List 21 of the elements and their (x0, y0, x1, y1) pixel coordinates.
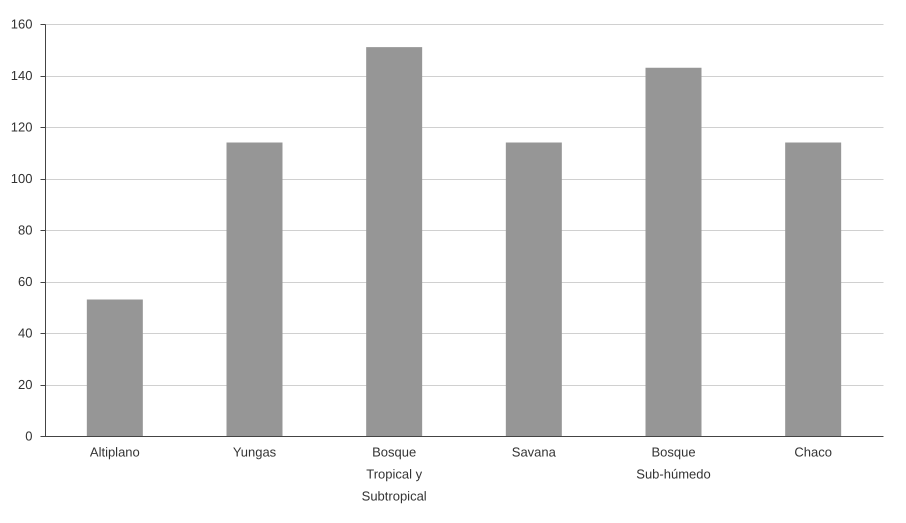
x-tick-label: Altiplano (90, 444, 140, 460)
y-tick-label: 160 (10, 16, 32, 32)
y-tick-label: 40 (18, 326, 32, 340)
x-tick-label: Yungas (232, 444, 277, 460)
y-tick-label: 0 (25, 428, 32, 444)
x-tick-label: Savana (512, 444, 557, 460)
x-tick-label: Bosque Sub-húmedo (636, 444, 711, 482)
y-tick-label: 20 (18, 377, 32, 392)
bar (785, 142, 842, 436)
y-tick-label: 80 (18, 222, 32, 238)
bar (506, 142, 562, 436)
y-tick-label: 60 (18, 274, 32, 289)
y-tick-label: 120 (10, 120, 32, 134)
bar (646, 68, 702, 436)
bar (366, 47, 422, 436)
x-tick-label: Chaco (794, 444, 832, 460)
bar (226, 142, 282, 436)
x-tick-label: Bosque Tropical y Subtropical (362, 444, 427, 504)
y-tick-label: 140 (10, 68, 32, 83)
bar (86, 300, 143, 436)
y-tick-label: 100 (10, 171, 32, 186)
